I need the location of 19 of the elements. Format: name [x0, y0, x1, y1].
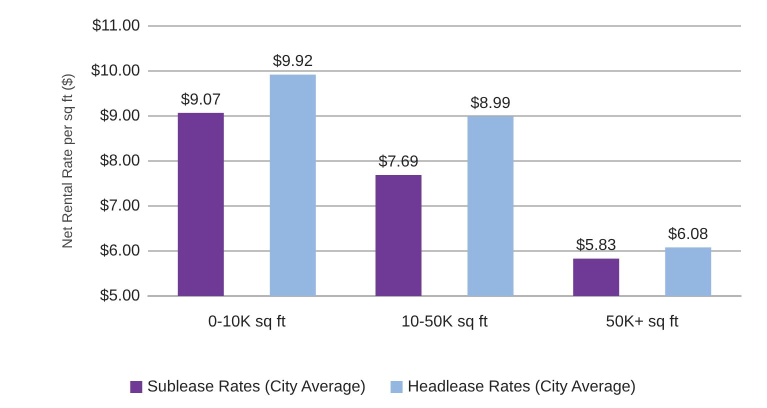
y-tick-label: $10.00	[91, 62, 140, 80]
x-tick-label: 50K+ sq ft	[606, 314, 679, 330]
data-label: $8.99	[470, 94, 511, 112]
y-tick-label: $5.00	[100, 288, 140, 304]
data-label: $7.69	[378, 153, 419, 170]
x-tick-label: 10-50K sq ft	[401, 314, 488, 330]
y-tick-label: $8.00	[100, 152, 140, 170]
data-label: $9.07	[180, 91, 221, 108]
x-tick-label: 0-10K sq ft	[208, 314, 286, 330]
y-tick-label: $7.00	[100, 198, 140, 214]
y-axis-title: Net Rental Rate per sq ft ($)	[59, 73, 75, 249]
y-tick-label: $9.00	[100, 108, 140, 124]
data-label: $5.83	[576, 237, 616, 254]
data-label: $6.08	[668, 226, 708, 243]
y-tick-label: $6.00	[100, 242, 140, 260]
legend-label: Sublease Rates (City Average)	[147, 378, 366, 396]
data-label: $9.92	[272, 53, 313, 70]
legend-label: Headlease Rates (City Average)	[408, 378, 636, 396]
y-tick-label: $11.00	[92, 18, 140, 34]
